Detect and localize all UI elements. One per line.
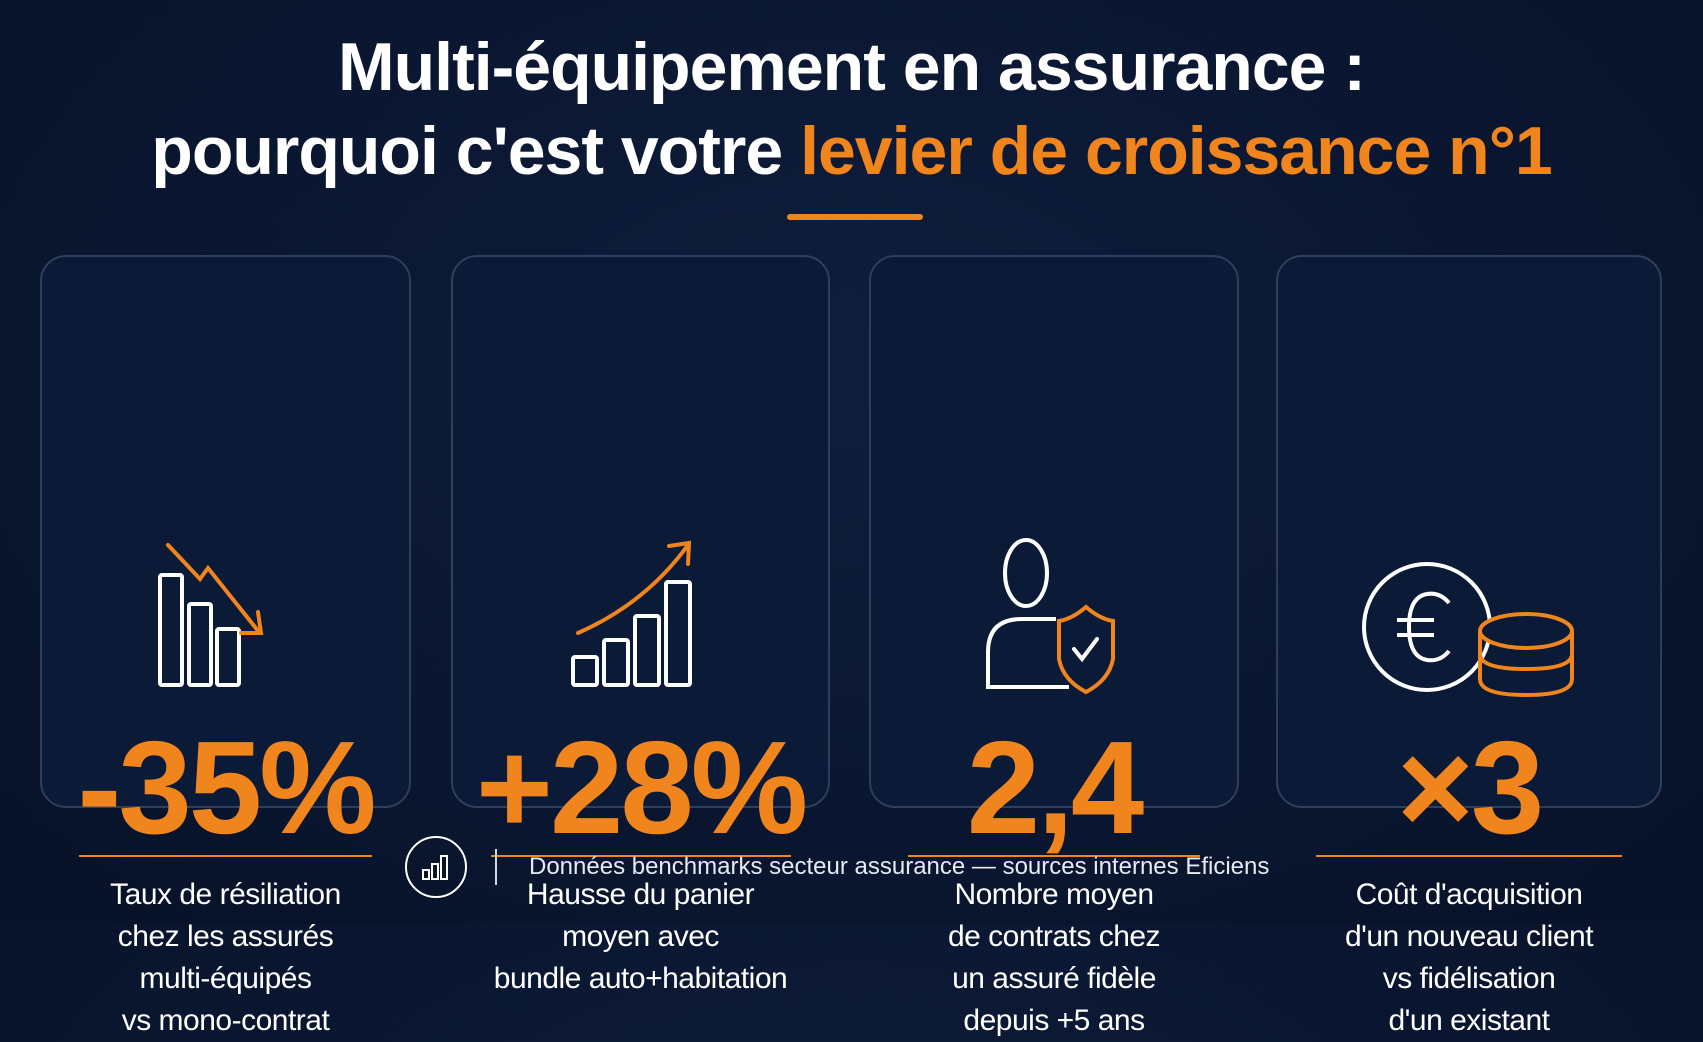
desc-line: moyen avec xyxy=(562,920,719,953)
title-line-2: pourquoi c'est votre levier de croissanc… xyxy=(0,112,1703,190)
desc-line: un assuré fidèle xyxy=(952,962,1156,995)
euro-coins-icon xyxy=(1278,537,1660,707)
user-shield-icon xyxy=(871,537,1237,707)
bar-chart-up-icon xyxy=(453,537,828,707)
desc-line: chez les assurés xyxy=(117,920,334,953)
bar-chart-circle-icon xyxy=(405,836,467,898)
desc-line: Hausse du panier xyxy=(526,878,755,911)
stat-description: Coût d'acquisition d'un nouveau client v… xyxy=(1278,874,1660,1042)
title-prefix: pourquoi c'est votre xyxy=(151,113,801,189)
stat-description: Taux de résiliation chez les assurés mul… xyxy=(42,874,409,1042)
desc-line: d'un nouveau client xyxy=(1344,920,1594,953)
desc-line: bundle auto+habitation xyxy=(493,962,788,995)
stat-value: -35% xyxy=(77,714,376,861)
desc-line: Coût d'acquisition xyxy=(1355,878,1583,911)
title-line-1: Multi-équipement en assurance : xyxy=(338,29,1366,105)
desc-line: de contrats chez xyxy=(947,920,1161,953)
desc-line: depuis +5 ans xyxy=(963,1004,1145,1037)
stat-card-acquisition: ×3 Coût d'acquisition d'un nouveau clien… xyxy=(1276,255,1662,1037)
bar-chart-down-icon xyxy=(42,537,409,707)
desc-line: vs mono-contrat xyxy=(121,1004,330,1037)
divider xyxy=(1316,855,1622,857)
stat-value: ×3 xyxy=(1396,714,1545,861)
stat-card-contracts: 2,4 Nombre moyen de contrats chez un ass… xyxy=(869,255,1239,1037)
divider xyxy=(490,855,791,857)
divider xyxy=(78,855,373,857)
desc-line: multi-équipés xyxy=(139,962,312,995)
stat-value: 2,4 xyxy=(966,714,1145,861)
desc-line: vs fidélisation xyxy=(1382,962,1556,995)
stat-card-basket: +28% Hausse du panier moyen avec bundle … xyxy=(451,255,830,995)
stat-card-churn: -35% Taux de résiliation chez les assuré… xyxy=(40,255,411,1037)
title-underline xyxy=(787,214,923,220)
desc-line: d'un existant xyxy=(1388,1004,1550,1037)
stat-value: +28% xyxy=(475,714,808,861)
desc-line: Taux de résiliation xyxy=(110,878,341,911)
footer-separator xyxy=(495,849,497,885)
desc-line: Nombre moyen xyxy=(954,878,1154,911)
title-accent: levier de croissance n°1 xyxy=(800,113,1553,189)
footer-source-text: Données benchmarks secteur assurance — s… xyxy=(529,853,1270,880)
divider xyxy=(907,855,1201,857)
footer: Données benchmarks secteur assurance — s… xyxy=(405,834,1269,900)
